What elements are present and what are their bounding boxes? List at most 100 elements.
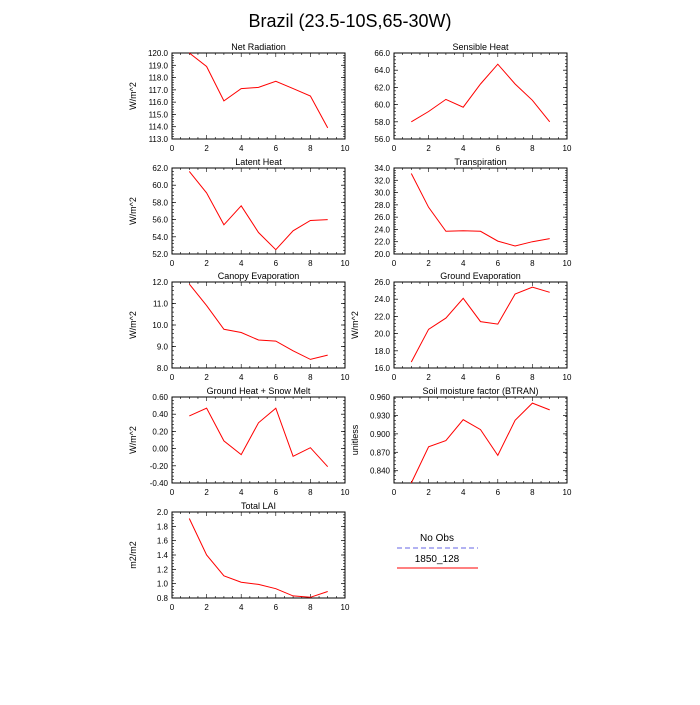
x-tick-label: 4	[239, 603, 244, 612]
y-tick-label: 8.0	[157, 364, 169, 373]
panel-title: Latent Heat	[235, 157, 282, 167]
figure-title: Brazil (23.5-10S,65-30W)	[248, 11, 451, 31]
panel-title: Canopy Evaporation	[218, 271, 300, 281]
x-tick-label: 10	[563, 373, 572, 382]
x-tick-label: 2	[426, 259, 431, 268]
x-tick-label: 4	[461, 373, 466, 382]
y-tick-label: 0.930	[370, 411, 391, 420]
x-tick-label: 0	[170, 144, 175, 153]
y-tick-label: 120.0	[148, 49, 169, 58]
y-tick-label: 30.0	[374, 189, 390, 198]
x-tick-label: 6	[496, 373, 501, 382]
series-line	[410, 402, 550, 484]
panel-1: Net Radiation W/m^2 0 2 4 6 8 10 113.0 114.0 115.0…	[128, 42, 350, 153]
y-tick-label: 58.0	[152, 198, 168, 207]
y-tick-label: 34.0	[374, 164, 390, 173]
series-line	[411, 63, 551, 123]
y-axis-label: W/m^2	[350, 311, 360, 339]
x-tick-label: 10	[563, 144, 572, 153]
y-tick-label: 62.0	[152, 164, 168, 173]
y-tick-label: 20.0	[374, 330, 390, 339]
y-tick-label: 0.900	[370, 430, 391, 439]
y-tick-label: 10.0	[152, 321, 168, 330]
y-tick-label: -0.40	[150, 479, 169, 488]
panel-title: Total LAI	[241, 501, 276, 511]
legend-obs-label: No Obs	[420, 533, 454, 544]
panel-2: Sensible Heat 0 2 4 6 8 10 56.0 58.0 60.0 62.0 64.0…	[374, 42, 572, 153]
y-tick-label: 28.0	[374, 201, 390, 210]
x-tick-label: 0	[170, 603, 175, 612]
panel-title: Soil moisture factor (BTRAN)	[422, 386, 538, 396]
panel-8: Soil moisture factor (BTRAN) unitless 0 2 4 6…	[350, 386, 572, 497]
x-tick-label: 4	[461, 144, 466, 153]
series-line	[188, 52, 329, 129]
y-tick-label: 12.0	[152, 278, 168, 287]
y-tick-label: 20.0	[374, 250, 390, 259]
panel-title: Ground Heat + Snow Melt	[207, 386, 311, 396]
y-axis-label: W/m^2	[128, 197, 138, 225]
x-tick-label: 10	[341, 603, 350, 612]
y-tick-label: 18.0	[374, 347, 390, 356]
panel-7: Ground Heat + Snow Melt W/m^2 0 2 4 6 8 10 -0.40…	[128, 386, 350, 497]
panel-6: Ground Evaporation W/m^2 0 2 4 6 8 10 16.0 18.0 20…	[350, 271, 572, 382]
x-tick-label: 0	[170, 373, 175, 382]
x-tick-label: 6	[496, 144, 501, 153]
y-tick-label: 26.0	[374, 213, 390, 222]
x-tick-label: 6	[496, 259, 501, 268]
panel-3: Latent Heat W/m^2 0 2 4 6 8 10 52.0 54.0 56.0 58.0 6…	[128, 157, 350, 268]
x-tick-label: 10	[341, 259, 350, 268]
x-tick-label: 6	[274, 373, 279, 382]
x-tick-label: 4	[461, 488, 466, 497]
y-tick-label: 0.20	[152, 427, 168, 436]
y-axis-label: unitless	[350, 424, 360, 455]
y-tick-label: 16.0	[374, 364, 390, 373]
x-tick-label: 2	[204, 373, 209, 382]
x-tick-label: 6	[496, 488, 501, 497]
y-tick-label: 32.0	[374, 176, 390, 185]
x-tick-label: 6	[274, 603, 279, 612]
x-tick-label: 0	[170, 488, 175, 497]
legend: No Obs 1850_128	[397, 533, 478, 569]
x-tick-label: 8	[308, 144, 313, 153]
y-tick-label: 24.0	[374, 225, 390, 234]
x-tick-label: 8	[308, 259, 313, 268]
y-tick-label: 115.0	[149, 110, 169, 119]
legend-model-label: 1850_128	[415, 554, 460, 565]
y-tick-label: 22.0	[374, 238, 390, 247]
x-tick-label: 8	[308, 373, 313, 382]
x-tick-label: 4	[239, 144, 244, 153]
y-tick-label: 0.840	[370, 467, 391, 476]
x-tick-label: 2	[204, 259, 209, 268]
y-tick-label: 113.0	[149, 135, 169, 144]
x-tick-label: 10	[563, 488, 572, 497]
series-line	[188, 171, 328, 251]
y-tick-label: 0.8	[157, 594, 169, 603]
x-tick-label: 4	[239, 259, 244, 268]
panel-4: Transpiration 0 2 4 6 8 10 20.0 22.0 24.0 26.0 28.0…	[374, 157, 572, 268]
y-tick-label: 60.0	[152, 181, 168, 190]
y-axis-label: W/m^2	[128, 82, 138, 110]
panel-title: Ground Evaporation	[440, 271, 521, 281]
y-tick-label: 56.0	[152, 216, 168, 225]
y-tick-label: 52.0	[152, 250, 168, 259]
y-tick-label: 0.960	[370, 393, 391, 402]
y-tick-label: 0.60	[152, 393, 168, 402]
panel-frame	[393, 281, 568, 369]
x-tick-label: 8	[308, 488, 313, 497]
panel-5: Canopy Evaporation W/m^2 0 2 4 6 8 10 8.0 9.0 10.0…	[128, 271, 350, 382]
y-tick-label: 62.0	[374, 83, 390, 92]
y-tick-label: 26.0	[374, 278, 390, 287]
x-tick-label: 6	[274, 488, 279, 497]
panel-title: Sensible Heat	[452, 42, 509, 52]
y-tick-label: 0.40	[152, 410, 168, 419]
y-axis-label: m2/m2	[128, 541, 138, 569]
panel-frame	[393, 396, 568, 484]
x-tick-label: 2	[426, 144, 431, 153]
series-line	[188, 283, 328, 360]
panel-title: Transpiration	[454, 157, 506, 167]
y-tick-label: 2.0	[157, 508, 169, 517]
x-tick-label: 10	[341, 373, 350, 382]
panel-frame	[171, 52, 346, 140]
y-tick-label: 22.0	[374, 312, 390, 321]
